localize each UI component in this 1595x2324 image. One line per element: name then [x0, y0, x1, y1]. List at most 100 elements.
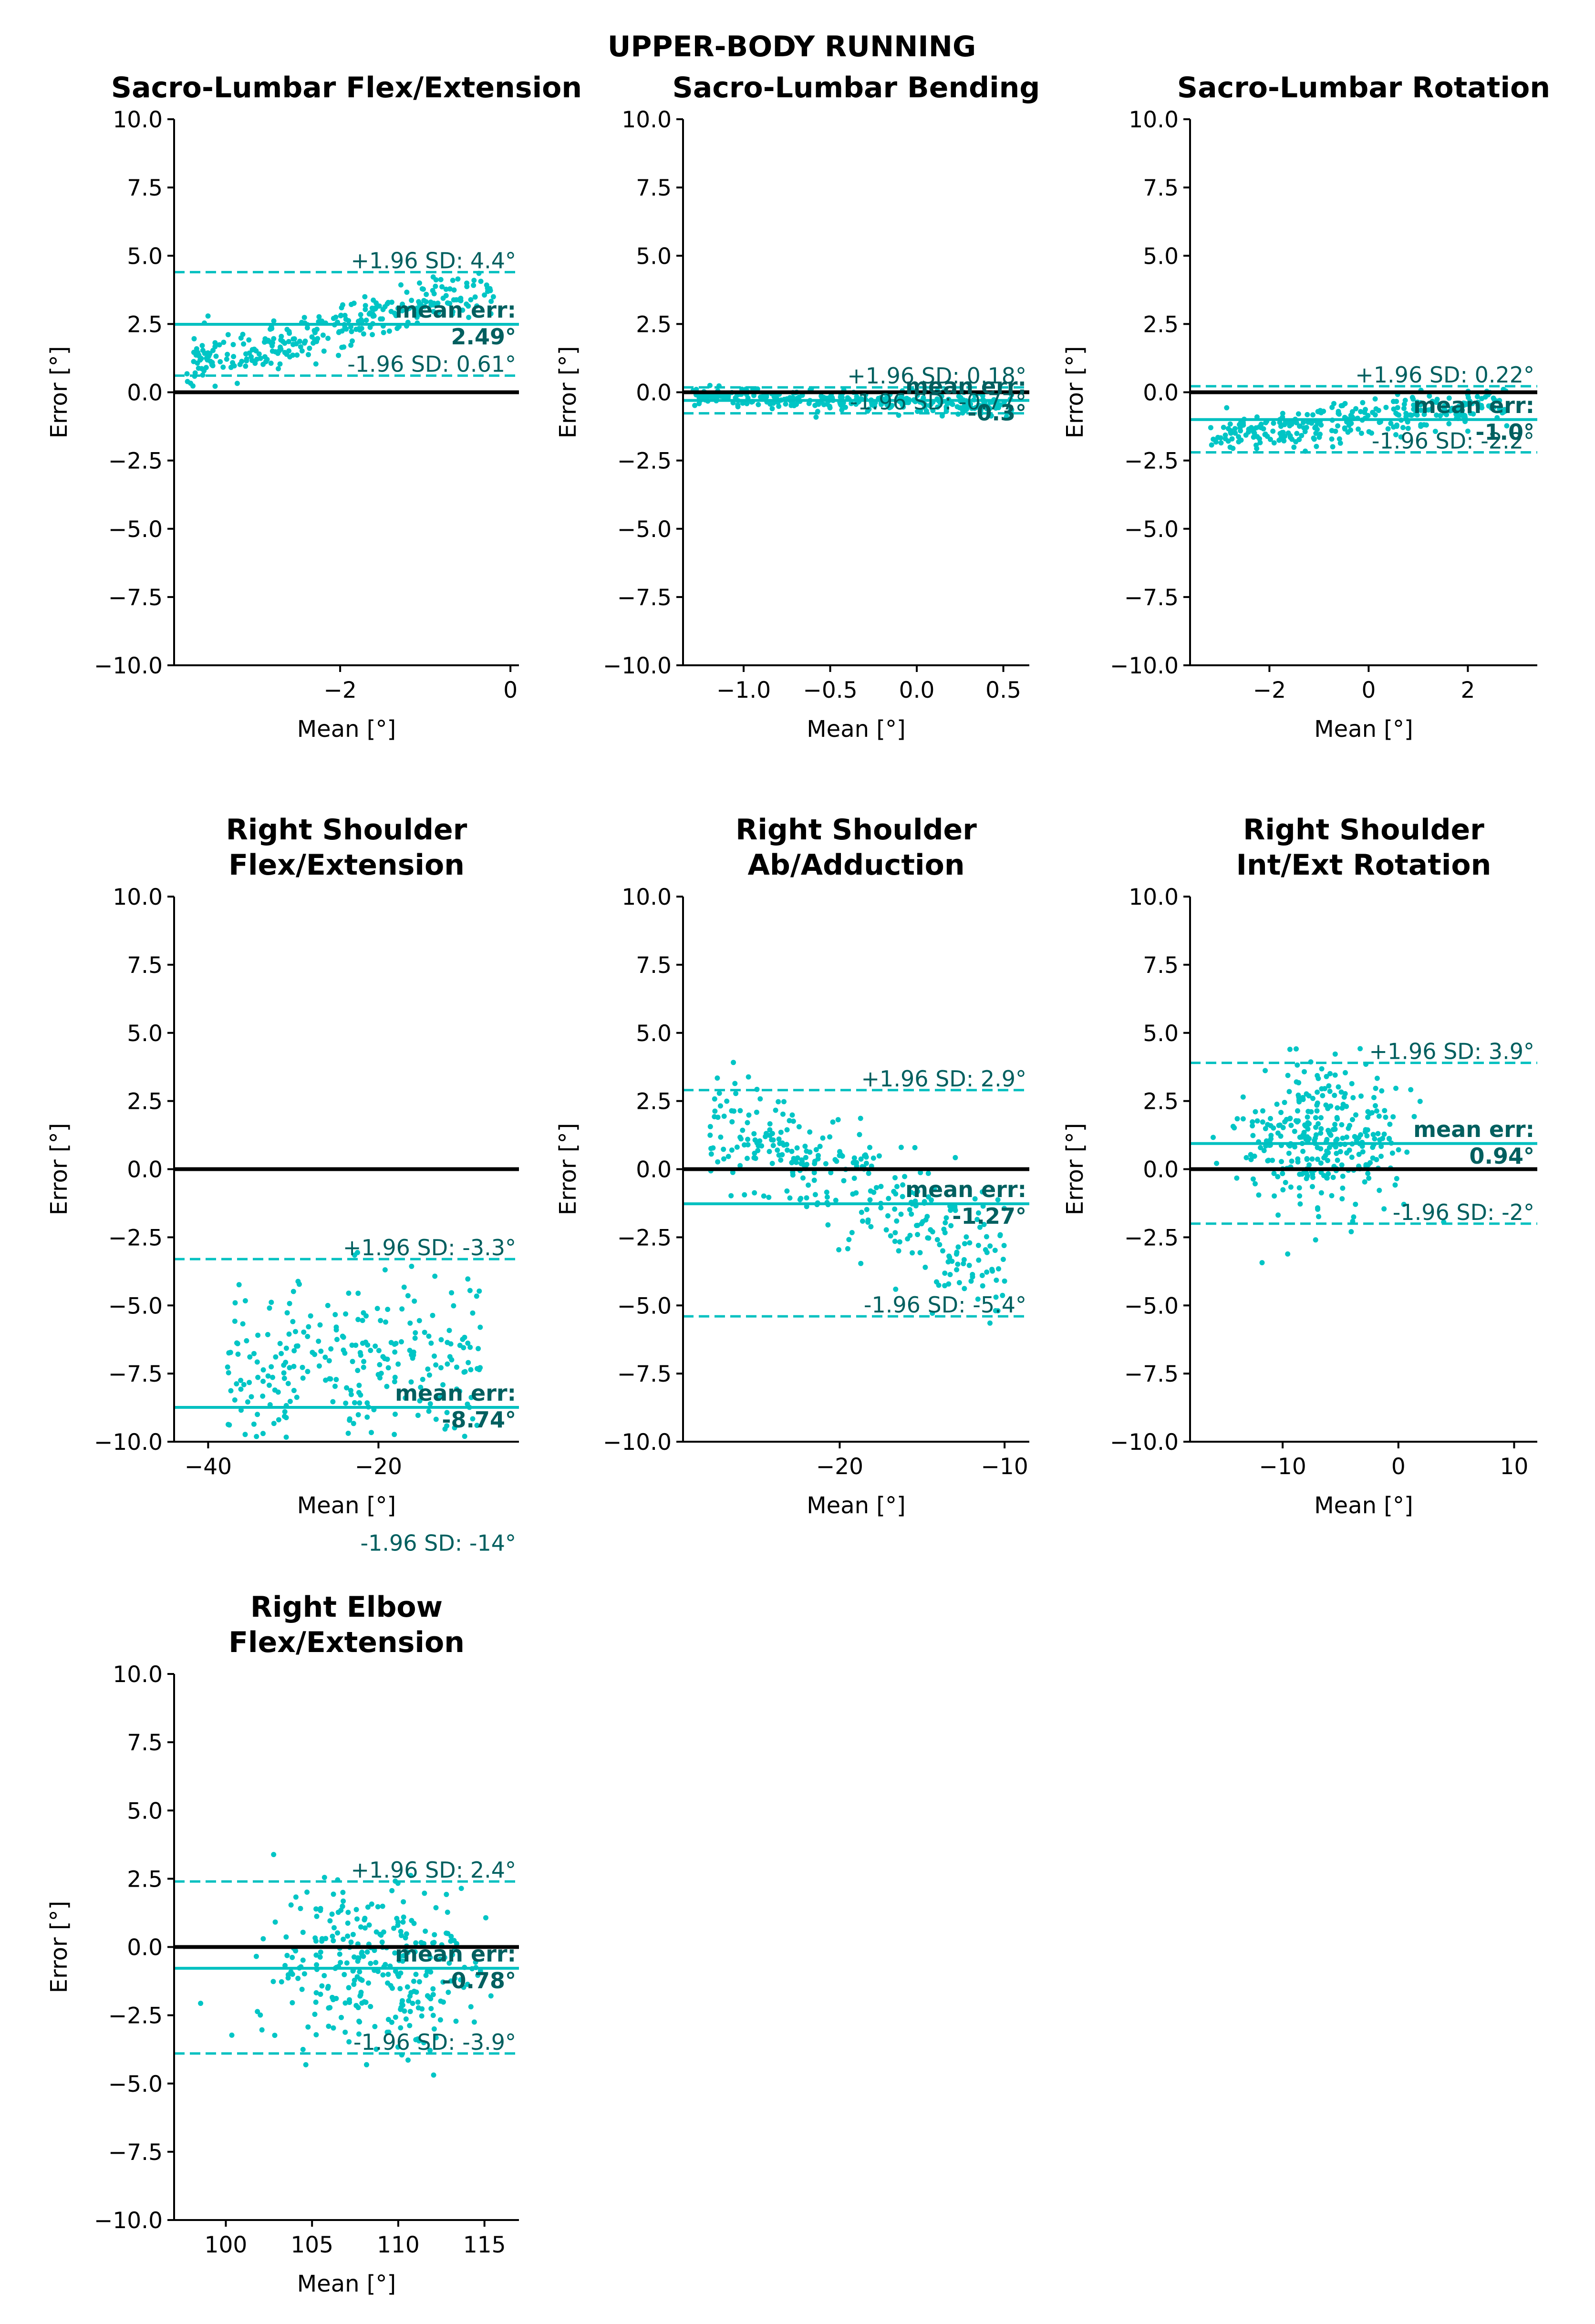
scatter-point [785, 1147, 790, 1153]
scatter-point [245, 1399, 250, 1405]
scatter-point [692, 403, 698, 408]
scatter-point [316, 314, 322, 320]
scatter-point [410, 2001, 415, 2006]
scatter-point [253, 1953, 259, 1959]
scatter-point [1418, 407, 1424, 413]
scatter-point [444, 1891, 449, 1897]
scatter-point [1310, 412, 1315, 418]
scatter-point [342, 1972, 347, 1977]
x-axis-label: Mean [°] [1314, 1492, 1413, 1519]
scatter-point [478, 279, 484, 284]
scatter-point [876, 1153, 882, 1159]
lower-loa-label: -1.96 SD: -0.77° [850, 389, 1026, 415]
scatter-point [1260, 1119, 1265, 1125]
scatter-point [476, 1346, 481, 1352]
scatter-point [314, 339, 320, 344]
scatter-point [430, 1940, 435, 1946]
scatter-point [1364, 1133, 1370, 1139]
scatter-point [445, 1910, 450, 1915]
scatter-point [466, 315, 472, 320]
scatter-point [994, 1277, 999, 1283]
scatter-point [790, 1118, 796, 1124]
scatter-point [196, 352, 202, 358]
scatter-point [1417, 1098, 1423, 1104]
scatter-point [318, 1992, 323, 1997]
scatter-point [1373, 1103, 1378, 1108]
scatter-point [825, 1222, 831, 1228]
scatter-point [1357, 1046, 1363, 1052]
scatter-point [1336, 436, 1342, 442]
scatter-point [350, 1359, 355, 1364]
x-tick-label: 2 [1460, 677, 1475, 703]
scatter-point [352, 1400, 357, 1405]
scatter-point [930, 1229, 935, 1235]
scatter-point [413, 1330, 418, 1336]
scatter-point [1279, 1159, 1284, 1165]
scatter-point [942, 1283, 948, 1289]
scatter-point [1386, 1136, 1392, 1141]
scatter-point [318, 1348, 324, 1354]
scatter-point [346, 2039, 352, 2045]
scatter-point [930, 408, 936, 413]
scatter-point [1304, 424, 1309, 430]
scatter-point [763, 1134, 768, 1139]
scatter-point [867, 1145, 872, 1150]
scatter-point [281, 1370, 287, 1376]
scatter-point [363, 1313, 369, 1319]
scatter-point [417, 301, 423, 307]
scatter-point [357, 1400, 362, 1406]
scatter-point [1377, 1188, 1382, 1193]
scatter-point [1360, 1149, 1366, 1155]
scatter-point [1315, 1207, 1321, 1212]
scatter-point [878, 1205, 884, 1211]
scatter-point [865, 1219, 871, 1225]
scatter-point [407, 1320, 413, 1326]
scatter-point [866, 1170, 871, 1176]
scatter-point [777, 1141, 783, 1147]
scatter-point [1340, 1136, 1346, 1141]
scatter-point [1374, 1108, 1379, 1114]
scatter-point [405, 306, 411, 312]
scatter-point [319, 1983, 325, 1989]
chart-title-line: Sacro-Lumbar Rotation [1177, 71, 1550, 104]
scatter-point [340, 302, 345, 308]
scatter-point [954, 1250, 960, 1255]
lower-loa-label: -1.96 SD: -3.9° [353, 2029, 516, 2055]
scatter-point [975, 1296, 981, 1302]
scatter-point [1222, 436, 1228, 442]
scatter-point [993, 1294, 999, 1300]
scatter-point [368, 1961, 373, 1966]
scatter-point [342, 2029, 348, 2035]
scatter-point [306, 1324, 311, 1330]
y-tick-label: 0.0 [127, 1935, 163, 1961]
scatter-point [471, 282, 476, 288]
scatter-point [820, 1135, 826, 1141]
scatter-point [373, 306, 378, 311]
scatter-point [212, 383, 218, 389]
scatter-point [1330, 444, 1336, 450]
scatter-point [932, 1186, 937, 1191]
scatter-point [1421, 412, 1427, 417]
y-tick-label: 2.5 [127, 1089, 163, 1115]
scatter-point [282, 350, 288, 355]
scatter-point [465, 1340, 471, 1346]
scatter-point [1288, 1123, 1294, 1128]
scatter-point [1404, 1149, 1410, 1155]
scatter-point [912, 1145, 918, 1150]
lower-loa-label: -1.96 SD: -2.2° [1372, 428, 1534, 454]
scatter-point [863, 1160, 869, 1166]
scatter-point [939, 393, 944, 399]
scatter-point [355, 1291, 361, 1296]
scatter-point [431, 2026, 437, 2032]
scatter-point [1388, 421, 1394, 426]
x-tick-label: 0 [503, 677, 518, 703]
scatter-point [712, 1096, 717, 1102]
scatter-point [1335, 423, 1341, 429]
scatter-point [271, 336, 277, 341]
scatter-point [1414, 412, 1420, 418]
scatter-point [488, 311, 494, 317]
scatter-point [1315, 1075, 1321, 1081]
scatter-point [437, 1956, 443, 1962]
scatter-point [1370, 1145, 1376, 1150]
scatter-point [715, 1159, 721, 1165]
